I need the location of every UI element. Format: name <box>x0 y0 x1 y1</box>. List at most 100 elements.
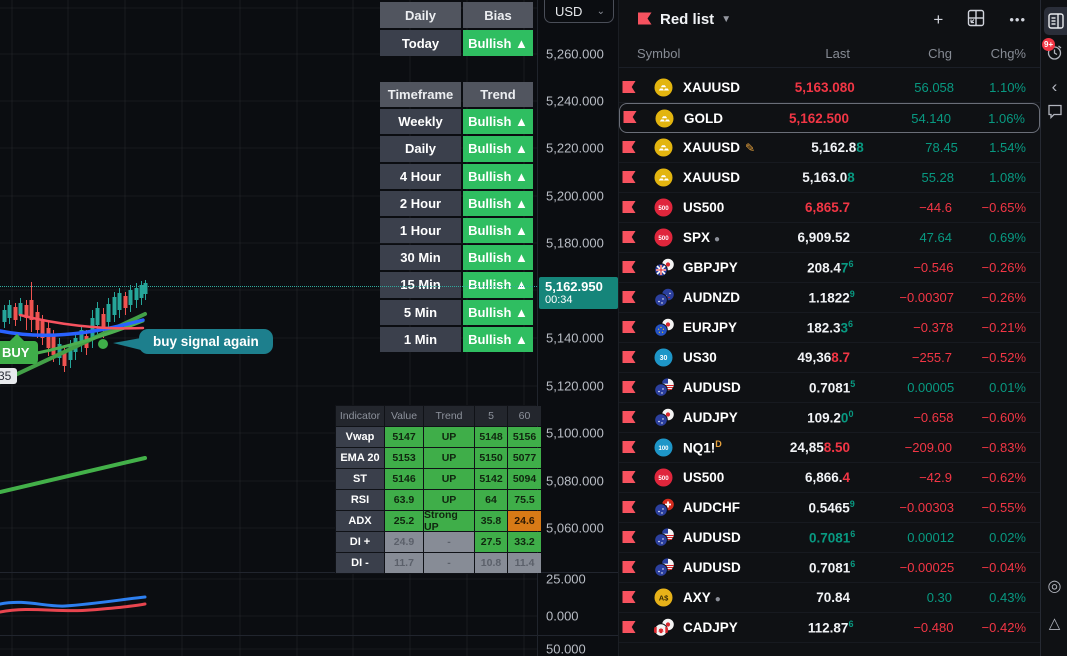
symbol-logo-icon <box>654 287 675 307</box>
change-value: −0.00025 <box>899 560 955 575</box>
watchlist-row-us500[interactable]: 500 US500 6,865.7 −44.6 −0.65% <box>619 193 1040 223</box>
column-last[interactable]: Last <box>825 46 850 61</box>
watchlist-row-gbpjpy[interactable]: GBPJPY 208.476 −0.546 −0.26% <box>619 253 1040 283</box>
last-price: 5,163.080 <box>794 80 855 95</box>
indicator-cell: 75.5 <box>508 490 541 510</box>
watchlist-title-button[interactable]: Red list ▼ <box>637 11 731 28</box>
red-flag-icon[interactable] <box>622 500 637 516</box>
watchlist-row-audusd[interactable]: AUDUSD 0.70816 0.00012 0.02% <box>619 523 1040 553</box>
red-flag-icon[interactable] <box>622 200 637 216</box>
indicator-label: Vwap <box>336 427 384 447</box>
change-value: 55.28 <box>921 170 955 185</box>
change-value: −0.00307 <box>899 290 955 305</box>
trend-table-header-0: Timeframe <box>380 82 461 108</box>
watchlist-row-eurjpy[interactable]: EURJPY 182.336 −0.378 −0.21% <box>619 313 1040 343</box>
svg-text:30: 30 <box>660 355 668 362</box>
red-flag-icon[interactable] <box>622 80 637 96</box>
price-level-label: 35 <box>0 368 18 384</box>
price-axis[interactable]: USD ⌄ 5,260.000 5,240.000 5,220.000 5,200.0… <box>537 0 618 656</box>
symbol-logo-icon: 100 <box>654 438 673 457</box>
more-options-icon[interactable]: ••• <box>1009 11 1026 27</box>
trend-table-row-value: Bullish ▲ <box>463 190 533 216</box>
bias-table-row-label: Today <box>380 30 461 56</box>
watchlist-row-audchf[interactable]: AUDCHF 0.54659 −0.00303 −0.55% <box>619 493 1040 523</box>
watchlist-row-us500[interactable]: 500 US500 6,866.4 −42.9 −0.62% <box>619 463 1040 493</box>
red-flag-icon[interactable] <box>622 410 637 426</box>
red-flag-icon[interactable] <box>622 230 637 246</box>
change-value: −0.480 <box>913 620 954 635</box>
axis-price-label: 5,260.000 <box>546 46 604 62</box>
pane-separator[interactable] <box>0 572 618 573</box>
red-flag-icon[interactable] <box>622 590 637 606</box>
red-flag-icon[interactable] <box>623 110 638 126</box>
red-flag-icon[interactable] <box>622 560 637 576</box>
pane-separator[interactable] <box>0 635 618 636</box>
symbol-status-dot: ● <box>714 594 721 605</box>
symbol-status-dot: ● <box>714 234 721 245</box>
symbol-name: EURJPY <box>683 320 738 335</box>
indicator-cell: 24.6 <box>508 511 541 531</box>
red-flag-icon <box>638 12 652 24</box>
grid-layout-icon[interactable] <box>967 9 985 30</box>
symbol-name: XAUUSD ✎ <box>683 140 756 155</box>
indicator-cell: UP <box>424 490 474 510</box>
symbol-logo-icon: 500 <box>654 468 673 487</box>
red-flag-icon[interactable] <box>622 470 637 486</box>
watchlist-row-audnzd[interactable]: AUDNZD 1.18229 −0.00307 −0.26% <box>619 283 1040 313</box>
trend-table-row-value: Bullish ▲ <box>463 299 533 325</box>
red-flag-icon[interactable] <box>622 350 637 366</box>
red-flag-icon[interactable] <box>622 260 637 276</box>
watchlist-icon[interactable] <box>1044 7 1067 35</box>
watchlist-row-audusd[interactable]: AUDUSD 0.70816 −0.00025 −0.04% <box>619 553 1040 583</box>
indicator-cell: 35.8 <box>475 511 507 531</box>
symbol-logo-icon: 500 <box>654 228 673 247</box>
axis-price-label: 5,080.000 <box>546 473 604 489</box>
publish-triangle-icon[interactable]: △ <box>1048 614 1061 632</box>
axis-price-label: 5,120.000 <box>546 378 604 394</box>
chevron-left-icon[interactable]: ‹ <box>1051 76 1058 96</box>
change-percent: −0.65% <box>981 200 1026 215</box>
target-icon[interactable]: ◎ <box>1047 577 1062 595</box>
change-value: 0.00012 <box>907 530 955 545</box>
watchlist-row-axy[interactable]: A$ AXY ● 70.84 0.30 0.43% <box>619 583 1040 613</box>
symbol-logo-icon <box>653 617 675 637</box>
watchlist-row-xauusd[interactable]: XAUUSD 5,163.080 56.058 1.10% <box>619 73 1040 103</box>
red-flag-icon[interactable] <box>622 170 637 186</box>
add-symbol-plus-icon[interactable]: + <box>933 9 944 29</box>
watchlist-row-xauusd[interactable]: XAUUSD 5,163.08 55.28 1.08% <box>619 163 1040 193</box>
watchlist-row-nq1[interactable]: 100 NQ1!D 24,858.50 −209.00 −0.83% <box>619 433 1040 463</box>
watchlist-row-us30[interactable]: 30 US30 49,368.7 −255.7 −0.52% <box>619 343 1040 373</box>
axis-price-label: 0.000 <box>546 608 579 624</box>
symbol-name: US500 <box>683 470 725 485</box>
watchlist-row-cadjpy[interactable]: CADJPY 112.876 −0.480 −0.42% <box>619 613 1040 643</box>
symbol-name: US500 <box>683 200 725 215</box>
edit-pencil-icon[interactable]: ✎ <box>745 141 756 155</box>
column-chg[interactable]: Chg <box>928 46 952 61</box>
watchlist-row-gold[interactable]: GOLD 5,162.500 54.140 1.06% <box>619 103 1040 133</box>
red-flag-icon[interactable] <box>622 440 637 456</box>
trend-table-row-label: 1 Min <box>380 326 461 352</box>
red-flag-icon[interactable] <box>622 530 637 546</box>
last-price: 208.476 <box>807 259 854 276</box>
right-sidebar: 9+ ‹ ◎ △ <box>1040 0 1067 656</box>
indicator-cell: UP <box>424 448 474 468</box>
chat-icon[interactable] <box>1044 100 1065 121</box>
red-flag-icon[interactable] <box>622 290 637 306</box>
change-percent: 1.10% <box>989 80 1026 95</box>
red-flag-icon[interactable] <box>622 620 637 636</box>
watchlist-row-audjpy[interactable]: AUDJPY 109.200 −0.658 −0.60% <box>619 403 1040 433</box>
watchlist-row-spx[interactable]: 500 SPX ● 6,909.52 47.64 0.69% <box>619 223 1040 253</box>
column-chg-percent[interactable]: Chg% <box>990 46 1026 61</box>
change-percent: 1.08% <box>989 170 1026 185</box>
symbol-name: XAUUSD <box>683 80 741 95</box>
red-flag-icon[interactable] <box>622 380 637 396</box>
symbol-logo-icon <box>654 168 673 187</box>
column-symbol[interactable]: Symbol <box>637 46 681 61</box>
symbol-logo-icon <box>654 557 675 577</box>
trend-table-row-label: 5 Min <box>380 299 461 325</box>
red-flag-icon[interactable] <box>622 140 637 156</box>
watchlist-row-xauusd[interactable]: XAUUSD ✎ 5,162.88 78.45 1.54% <box>619 133 1040 163</box>
red-flag-icon[interactable] <box>622 320 637 336</box>
currency-dropdown[interactable]: USD ⌄ <box>544 0 614 23</box>
watchlist-row-audusd[interactable]: AUDUSD 0.70815 0.00005 0.01% <box>619 373 1040 403</box>
